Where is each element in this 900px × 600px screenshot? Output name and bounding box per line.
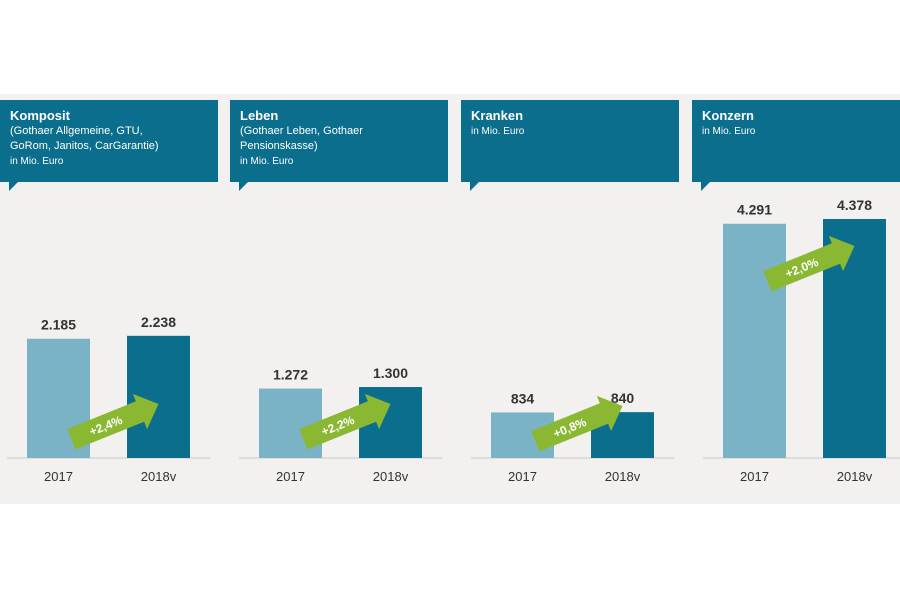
bar-value-label: 834	[511, 390, 535, 406]
x-tick-label: 2017	[276, 469, 305, 484]
header-subtitle: (Gothaer Leben, Gothaer Pensionskasse)	[240, 125, 363, 152]
x-tick-label: 2018v	[837, 469, 873, 484]
bar-value-label: 2.238	[141, 314, 176, 330]
header-komposit: Komposit (Gothaer Allgemeine, GTU, GoRom…	[0, 100, 218, 182]
header-title: Komposit	[10, 108, 70, 123]
bar-value-label: 1.272	[273, 367, 308, 383]
header-pointer	[9, 182, 18, 191]
header-unit: in Mio. Euro	[471, 126, 525, 137]
growth-arrow-shape	[531, 395, 623, 452]
x-tick-label: 2017	[740, 469, 769, 484]
header-unit: in Mio. Euro	[240, 156, 294, 167]
x-tick-label: 2018v	[605, 469, 641, 484]
x-tick-label: 2018v	[373, 469, 409, 484]
header-unit: in Mio. Euro	[10, 156, 64, 167]
header-leben: Leben (Gothaer Leben, Gothaer Pensionska…	[230, 100, 448, 182]
growth-arrow-shape	[67, 393, 159, 450]
header-pointer	[701, 182, 710, 191]
growth-arrow-shape	[299, 393, 391, 450]
header-title: Konzern	[702, 108, 754, 123]
bar-2017	[259, 388, 322, 458]
x-tick-label: 2017	[44, 469, 73, 484]
header-title: Kranken	[471, 108, 524, 123]
growth-arrow-shape	[763, 235, 855, 292]
bar-2017	[723, 223, 786, 458]
x-tick-label: 2017	[508, 469, 537, 484]
x-tick-label: 2018v	[141, 469, 177, 484]
header-pointer	[470, 182, 479, 191]
header-title: Leben	[240, 108, 279, 123]
header-kranken: Kranken in Mio. Euro	[461, 100, 679, 182]
bar-value-label: 4.291	[737, 202, 772, 218]
bar-value-label: 2.185	[41, 317, 76, 333]
header-subtitle: (Gothaer Allgemeine, GTU, GoRom, Janitos…	[10, 125, 159, 152]
header-pointer	[239, 182, 248, 191]
bar-value-label: 840	[611, 390, 635, 406]
header-unit: in Mio. Euro	[702, 126, 756, 137]
bar-value-label: 4.378	[837, 197, 872, 213]
header-konzern: Konzern in Mio. Euro	[692, 100, 900, 182]
bar-value-label: 1.300	[373, 365, 408, 381]
